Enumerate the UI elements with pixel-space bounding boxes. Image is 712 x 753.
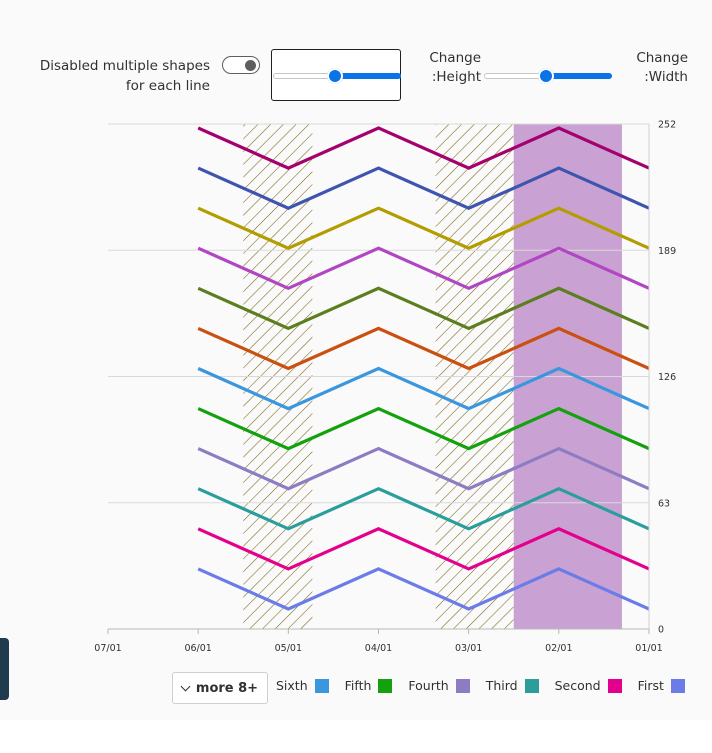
legend-item-label: Fourth	[408, 678, 449, 693]
multiple-shapes-toggle[interactable]	[222, 56, 260, 74]
series-line-extra-9	[197, 246, 650, 291]
legend-swatch	[607, 678, 622, 693]
legend-swatch	[670, 678, 685, 693]
y-tick-label: 63	[658, 498, 670, 509]
more-legend-button[interactable]: more 8+	[172, 672, 268, 704]
legend-item-label: Second	[554, 678, 601, 693]
height-slider-fill	[545, 73, 612, 79]
legend-item-sixth[interactable]: Sixth	[276, 678, 345, 693]
series-line-fifth	[197, 406, 650, 451]
x-tick-label: 05/01	[275, 643, 302, 654]
bordered-slider[interactable]	[273, 67, 401, 85]
series-line-third	[197, 486, 650, 531]
legend-swatch	[378, 678, 393, 693]
legend-item-first[interactable]: First	[638, 678, 701, 693]
series-line-extra-7	[197, 326, 650, 371]
more-legend-label: more 8+	[195, 680, 259, 696]
y-tick-label: 0	[658, 625, 664, 636]
series-line-extra-11	[197, 166, 650, 210]
chevron-down-icon	[180, 681, 191, 691]
toggle-knob	[245, 59, 256, 71]
legend-item-fourth[interactable]: Fourth	[408, 678, 485, 693]
series-line-sixth	[197, 366, 650, 411]
series-line-second	[197, 527, 650, 571]
legend: Sixth Fifth Fourth Third Second First	[276, 678, 701, 693]
height-slider-thumb[interactable]	[537, 68, 554, 84]
legend-item-fifth[interactable]: Fifth	[345, 678, 409, 693]
side-panel-tab[interactable]	[0, 638, 9, 700]
y-tick-label: 189	[658, 246, 676, 257]
y-tick-label: 252	[658, 120, 676, 131]
x-tick-label: 07/01	[94, 643, 121, 654]
x-tick-label: 03/01	[455, 643, 482, 654]
bordered-slider-fill	[334, 73, 401, 79]
series-line-extra-10	[197, 206, 650, 250]
y-tick-label: 126	[658, 372, 676, 383]
line-chart: 0 63 126 189 252 07/01 06/01 05/01 04/01 03/01 02/…	[94, 120, 676, 655]
legend-item-second[interactable]: Second	[555, 678, 638, 693]
series-line-first	[197, 567, 650, 611]
legend-item-label: Fifth	[344, 678, 372, 693]
legend-item-label: Third	[485, 678, 518, 693]
x-tick-label: 01/01	[635, 643, 662, 654]
legend-swatch	[524, 678, 539, 693]
x-tick-label: 04/01	[365, 643, 392, 654]
legend-item-third[interactable]: Third	[486, 678, 555, 693]
series-line-extra-12	[197, 126, 650, 170]
width-label: Change :Width	[636, 50, 688, 85]
height-label: Change :Height	[429, 50, 481, 85]
bordered-slider-thumb[interactable]	[326, 68, 343, 84]
legend-swatch	[455, 678, 470, 693]
series-line-extra-8	[197, 286, 650, 331]
legend-item-label: Sixth	[276, 678, 308, 693]
toggle-label: Disabled multiple shapes for each line	[39, 58, 210, 94]
height-slider[interactable]	[484, 67, 612, 85]
legend-item-label: First	[637, 678, 664, 693]
legend-swatch	[314, 678, 329, 693]
x-tick-label: 06/01	[184, 643, 211, 654]
series-line-fourth	[197, 446, 650, 491]
x-tick-label: 02/01	[545, 643, 572, 654]
